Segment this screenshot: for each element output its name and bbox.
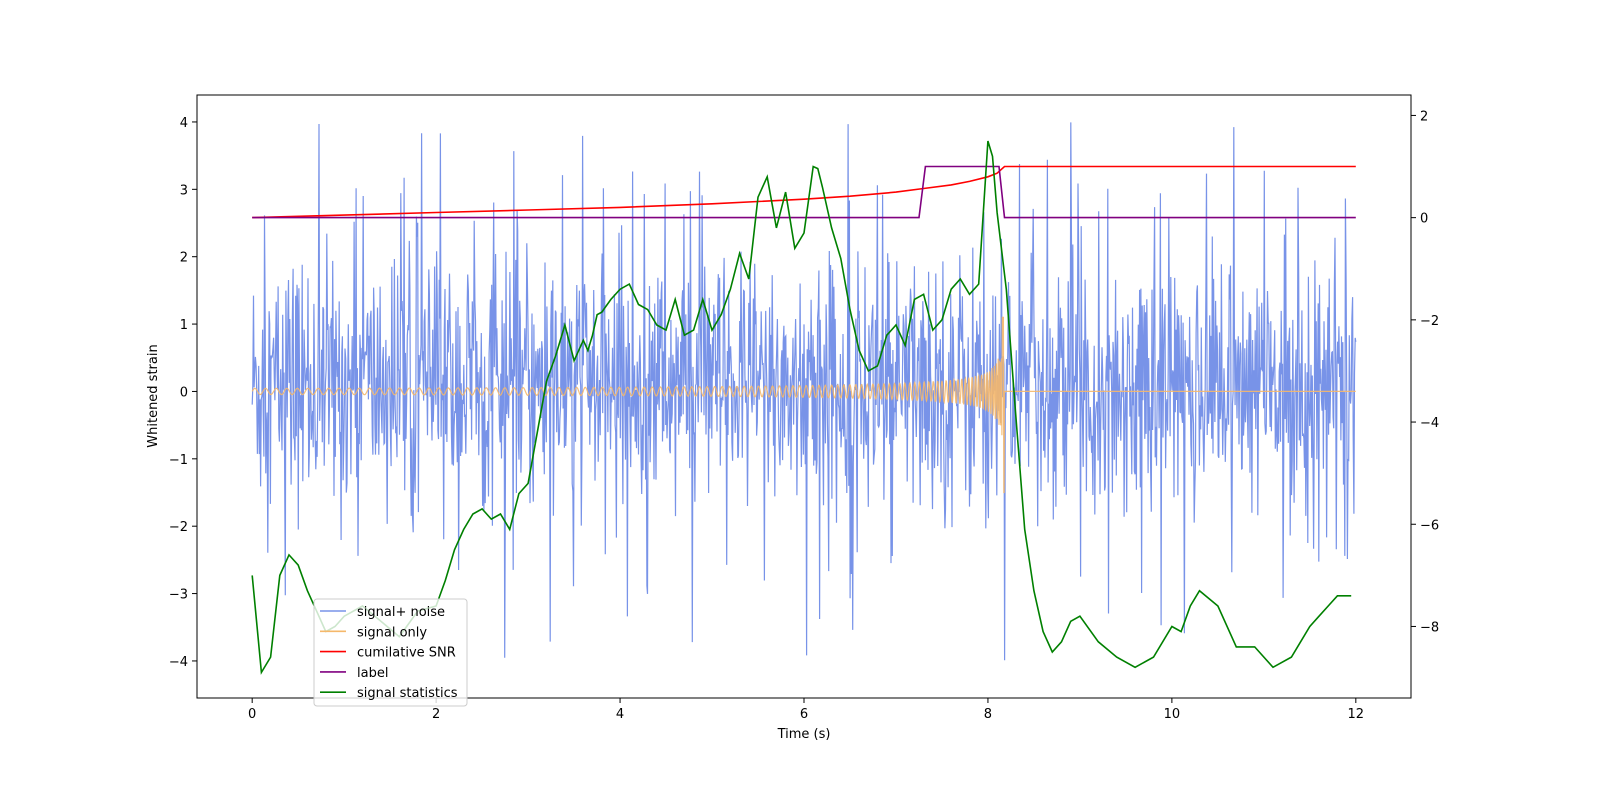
y-tick-label-right: −8 bbox=[1420, 620, 1439, 635]
series-line-cumilative-snr bbox=[252, 165, 1356, 219]
y-tick-label-left: −2 bbox=[169, 520, 188, 535]
y-tick-label-left: 1 bbox=[180, 318, 188, 333]
x-tick-label: 8 bbox=[984, 707, 992, 722]
series-line-signal-only bbox=[251, 316, 1356, 494]
x-axis-label: Time (s) bbox=[777, 727, 831, 742]
series-line-signal-statistics bbox=[251, 140, 1352, 675]
series-line-signal-noise bbox=[251, 122, 1357, 661]
x-tick-label: 6 bbox=[800, 707, 808, 722]
y-tick-label-right: 0 bbox=[1420, 212, 1428, 227]
legend-entry: signal+ noise bbox=[357, 605, 445, 620]
legend-box bbox=[313, 598, 468, 707]
y-axis-label: Whitened strain bbox=[146, 344, 161, 447]
series-layer bbox=[251, 122, 1357, 675]
y-tick-label-left: 4 bbox=[180, 116, 188, 131]
x-tick-label: 0 bbox=[248, 707, 256, 722]
y-tick-label-left: −4 bbox=[169, 655, 188, 670]
y-axis-left: −4 −3 −2 −1 0 1 2 3 4 bbox=[169, 116, 197, 670]
legend-entry: label bbox=[357, 666, 388, 681]
x-tick-label: 4 bbox=[616, 707, 624, 722]
x-axis: 0 2 4 6 8 10 12 bbox=[248, 698, 1364, 722]
y-tick-label-right: −2 bbox=[1420, 314, 1439, 329]
y-tick-label-left: −3 bbox=[169, 588, 188, 603]
y-tick-label-right: 2 bbox=[1420, 109, 1428, 124]
series-line-label bbox=[252, 165, 1356, 219]
x-tick-label: 12 bbox=[1348, 707, 1365, 722]
legend-entry: cumilative SNR bbox=[357, 646, 456, 661]
legend: signal+ noise signal only cumilative SNR la… bbox=[313, 598, 468, 707]
y-axis-right: −8 −6 −4 −2 0 2 bbox=[1411, 109, 1439, 635]
legend-entry: signal only bbox=[357, 625, 427, 640]
y-tick-label-left: −1 bbox=[169, 453, 188, 468]
x-tick-label: 10 bbox=[1164, 707, 1181, 722]
y-tick-label-right: −6 bbox=[1420, 518, 1439, 533]
y-tick-label-left: 0 bbox=[180, 385, 188, 400]
y-tick-label-left: 2 bbox=[180, 251, 188, 266]
x-tick-label: 2 bbox=[432, 707, 440, 722]
y-tick-label-left: 3 bbox=[180, 183, 188, 198]
y-tick-label-right: −4 bbox=[1420, 416, 1439, 431]
legend-entry: signal statistics bbox=[357, 686, 458, 701]
